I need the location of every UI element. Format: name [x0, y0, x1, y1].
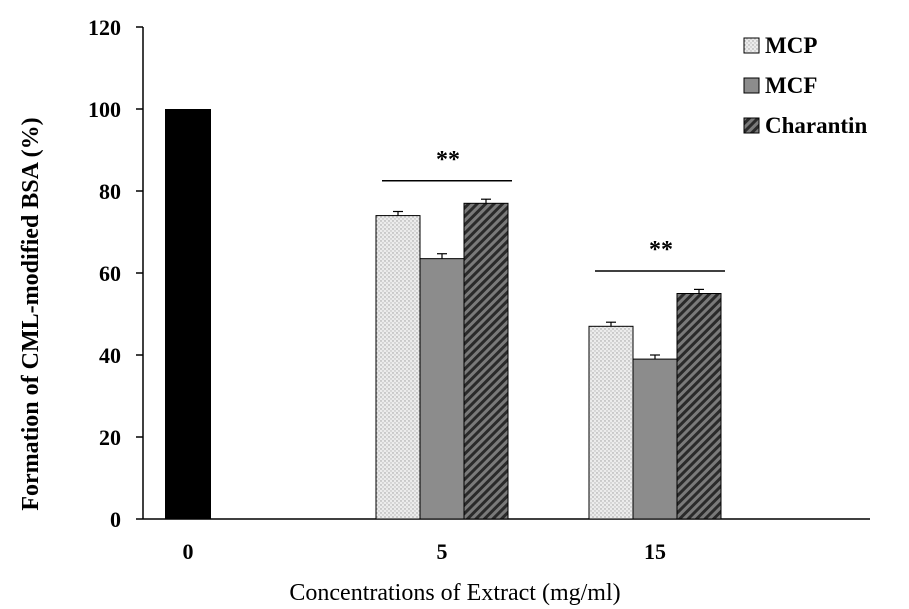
bar-charantin — [676, 293, 722, 520]
bar-control — [165, 109, 211, 519]
legend-label-mcp: MCP — [765, 33, 817, 58]
legend-swatch-charantin — [743, 117, 760, 134]
y-tick-label: 100 — [88, 97, 121, 122]
legend-swatch-mcf — [743, 77, 760, 94]
y-axis-label: Formation of CML-modified BSA (%) — [18, 117, 44, 510]
x-axis-label: Concentrations of Extract (mg/ml) — [289, 580, 620, 606]
bar-mcf — [632, 358, 678, 520]
significance-marker: ** — [436, 147, 460, 173]
legend-label-charantin: Charantin — [765, 113, 867, 138]
x-tick-label: 15 — [644, 539, 666, 564]
legend: MCP MCF Charantin — [743, 33, 867, 138]
bars — [165, 109, 722, 520]
legend-label-mcf: MCF — [765, 73, 817, 98]
x-tick-label: 0 — [183, 539, 194, 564]
bar-mcf — [419, 258, 465, 520]
y-tick-label: 120 — [88, 15, 121, 40]
plot-area: 0 20 40 60 80 100 120 0 5 15 ** ** — [88, 15, 870, 564]
x-tick-label: 5 — [437, 539, 448, 564]
significance-annotations: ** ** — [382, 147, 725, 272]
significance-marker: ** — [649, 237, 673, 263]
bar-mcp — [375, 215, 421, 520]
x-axis-ticks: 0 5 15 — [183, 539, 667, 564]
bar-charantin — [463, 202, 509, 520]
y-tick-label: 60 — [99, 261, 121, 286]
y-tick-label: 40 — [99, 343, 121, 368]
y-tick-label: 0 — [110, 507, 121, 532]
y-axis-ticks: 0 20 40 60 80 100 120 — [88, 15, 143, 532]
bar-mcp — [588, 325, 634, 520]
y-tick-label: 80 — [99, 179, 121, 204]
y-tick-label: 20 — [99, 425, 121, 450]
legend-swatch-mcp — [743, 37, 760, 54]
